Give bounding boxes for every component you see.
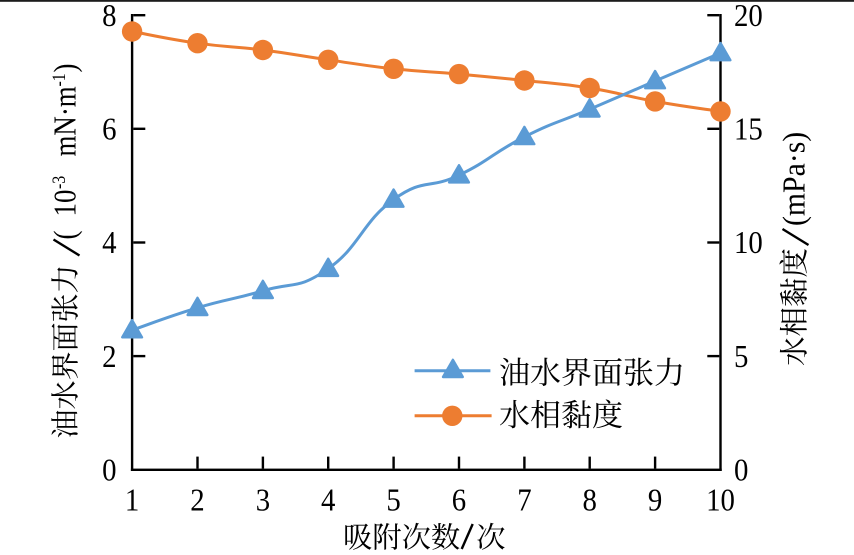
svg-text:-1: -1 <box>48 73 70 86</box>
svg-text:9: 9 <box>648 482 662 518</box>
svg-text:8: 8 <box>102 0 116 33</box>
svg-text:mN·m: mN·m <box>48 86 83 156</box>
svg-text:5: 5 <box>734 338 748 374</box>
svg-text:2: 2 <box>190 482 204 518</box>
svg-text:10: 10 <box>48 190 83 217</box>
svg-text:4: 4 <box>321 482 335 518</box>
svg-text:6: 6 <box>452 482 466 518</box>
svg-text:3: 3 <box>256 482 270 518</box>
svg-text:(mPa·s): (mPa·s) <box>776 132 812 226</box>
svg-text:6: 6 <box>102 111 116 147</box>
svg-text:2: 2 <box>102 338 116 374</box>
svg-text:20: 20 <box>734 0 763 33</box>
svg-text:): ) <box>48 64 83 73</box>
svg-text:5: 5 <box>386 482 400 518</box>
svg-text:8: 8 <box>583 482 597 518</box>
svg-text:-3: -3 <box>48 176 70 189</box>
svg-text:(: ( <box>48 231 83 240</box>
svg-text:0: 0 <box>734 452 748 488</box>
svg-text:15: 15 <box>734 111 763 147</box>
svg-text:4: 4 <box>102 225 116 261</box>
svg-text:10: 10 <box>734 225 763 261</box>
svg-text:7: 7 <box>517 482 531 518</box>
svg-text:0: 0 <box>102 452 116 488</box>
svg-text:10: 10 <box>706 482 735 518</box>
svg-text:1: 1 <box>125 482 139 518</box>
